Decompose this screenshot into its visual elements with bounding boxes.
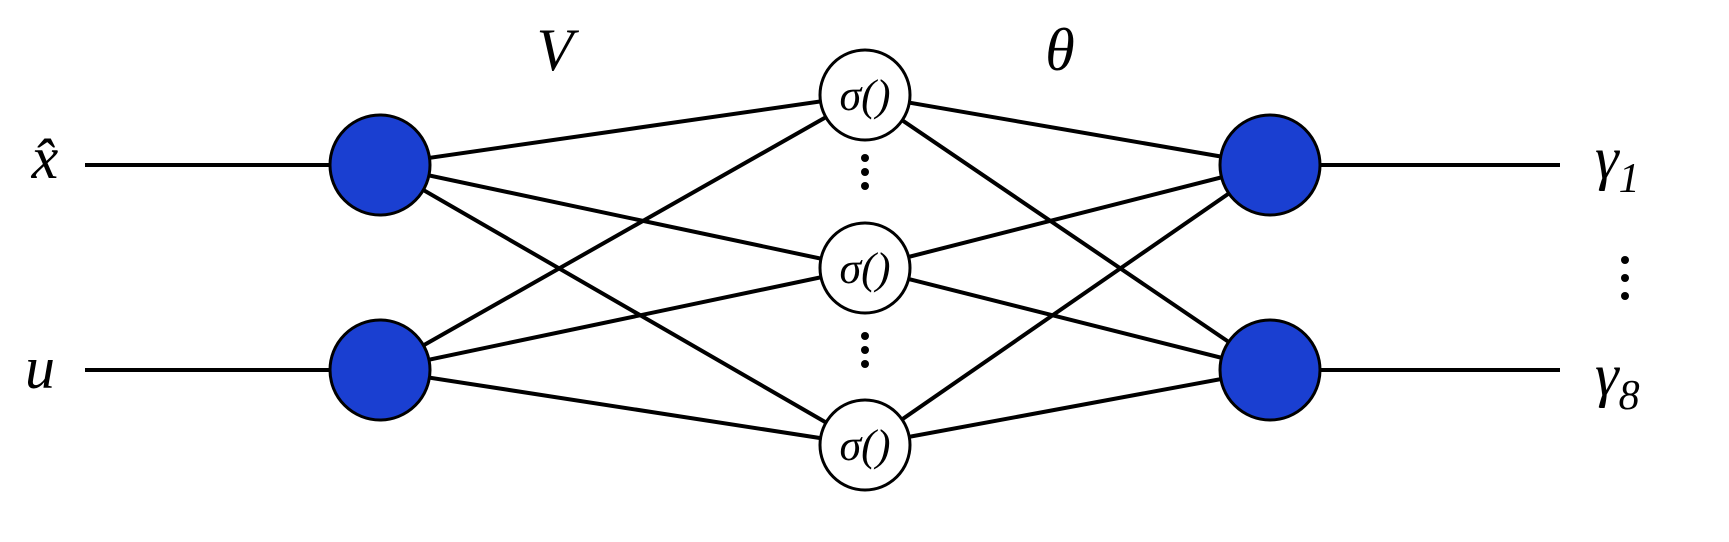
edge-h3-o1 xyxy=(865,165,1270,445)
label-theta: θ xyxy=(1045,17,1074,83)
activation-label-1: σ() xyxy=(839,71,890,120)
edge-h1-o2 xyxy=(865,95,1270,370)
label-gamma-8: γ8 xyxy=(1595,342,1640,419)
edge-i1-h3 xyxy=(380,165,865,445)
edge-i2-h2 xyxy=(380,268,865,370)
vdots-hidden-top xyxy=(861,154,869,190)
edge-h3-o2 xyxy=(865,370,1270,445)
input-node-2 xyxy=(330,320,430,420)
activation-label-3: σ() xyxy=(839,421,890,470)
edge-i1-h2 xyxy=(380,165,865,268)
vdots-output xyxy=(1621,256,1629,300)
edge-i2-h1 xyxy=(380,95,865,370)
label-gamma-1: γ1 xyxy=(1595,125,1640,202)
activation-label-2: σ() xyxy=(839,244,890,293)
label-x-hat: x̂ xyxy=(31,125,59,191)
edge-h2-o2 xyxy=(865,268,1270,370)
label-u: u xyxy=(25,335,55,401)
input-node-1 xyxy=(330,115,430,215)
label-V: V xyxy=(537,17,580,83)
vdots-hidden-bottom xyxy=(861,332,869,368)
edge-h2-o1 xyxy=(865,165,1270,268)
edge-h1-o1 xyxy=(865,95,1270,165)
output-node-1 xyxy=(1220,115,1320,215)
neural-network-diagram: σ() σ() σ() x̂ u V θ γ1 γ8 xyxy=(0,0,1729,542)
edge-i1-h1 xyxy=(380,95,865,165)
output-node-2 xyxy=(1220,320,1320,420)
edge-i2-h3 xyxy=(380,370,865,445)
